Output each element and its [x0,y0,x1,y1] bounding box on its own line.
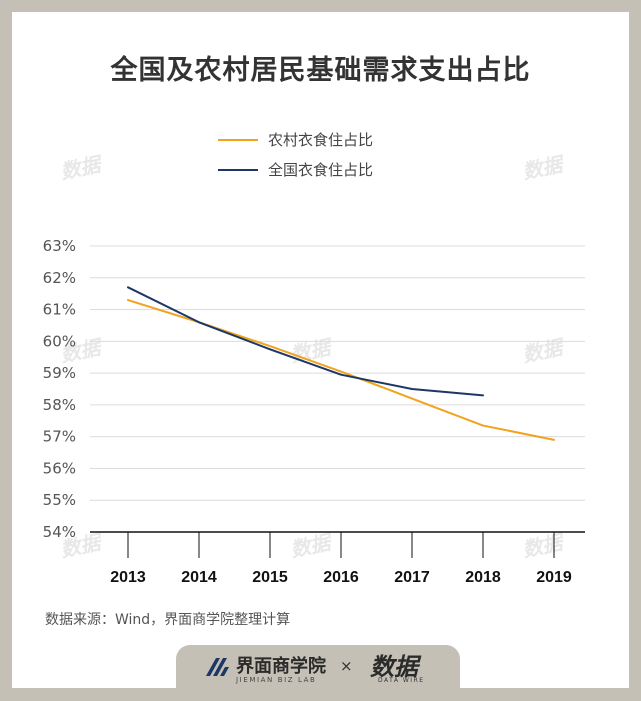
x-tick-label: 2014 [181,569,217,586]
x-tick-label: 2018 [465,569,501,586]
series-line-national [127,286,484,397]
y-tick-label: 54% [43,523,76,541]
y-tick-label: 56% [43,459,76,477]
data-point-rural [411,397,414,400]
legend-swatch-rural [218,139,258,141]
data-point-national [269,348,272,351]
legend-swatch-national [218,169,258,171]
brand-separator: × [340,657,353,675]
chart-title: 全国及农村居民基础需求支出占比 [110,55,531,86]
x-tick-label: 2013 [110,569,146,586]
data-point-rural [340,370,343,373]
data-point-rural [127,299,130,302]
jiemian-brand-name: 界面商学院 [236,656,326,677]
chart-card [12,12,629,688]
datawire-brand-en: DATA WIRE [378,677,425,684]
data-point-national [127,286,130,289]
x-tick-label: 2017 [394,569,430,586]
jiemian-brand-en: JIEMIAN BIZ LAB [236,676,317,684]
legend-label-rural: 农村衣食住占比 [268,131,374,149]
y-tick-label: 58% [43,396,76,414]
source-note: 数据来源：Wind，界面商学院整理计算 [45,612,291,628]
y-tick-label: 63% [43,237,76,255]
y-tick-label: 60% [43,332,76,350]
y-tick-label: 62% [43,269,76,287]
data-point-rural [482,424,485,427]
data-point-rural [553,438,556,441]
jiemian-logo-icon [206,658,229,676]
data-point-rural [269,345,272,348]
data-point-national [411,388,414,391]
data-point-national [482,394,485,397]
data-point-national [340,373,343,376]
legend-label-national: 全国衣食住占比 [268,161,374,179]
footer-branding: 界面商学院 JIEMIAN BIZ LAB × 数据 DATA WIRE [176,645,460,691]
x-tick-label: 2016 [323,569,359,586]
x-tick-label: 2019 [536,569,572,586]
x-tick-label: 2015 [252,569,288,586]
y-tick-label: 57% [43,428,76,446]
datawire-brand-name: 数据 [370,653,418,681]
y-tick-label: 59% [43,364,76,382]
y-tick-label: 61% [43,301,76,319]
datawire-brand: 数据 DATA WIRE [370,647,440,689]
data-point-national [198,321,201,324]
series-line-rural [127,299,555,441]
y-tick-label: 55% [43,491,76,509]
